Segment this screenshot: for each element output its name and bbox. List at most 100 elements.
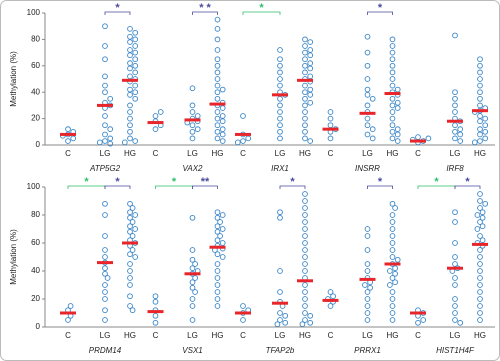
data-point <box>132 43 139 49</box>
data-point <box>452 95 458 102</box>
data-point <box>364 289 371 295</box>
data-point <box>214 109 221 115</box>
data-point <box>127 303 133 309</box>
data-point <box>214 115 221 122</box>
data-point <box>65 138 71 144</box>
y-axis-label: Methylation (%) <box>9 51 18 107</box>
data-point <box>189 303 196 309</box>
data-point <box>364 102 371 109</box>
data-point <box>277 128 283 135</box>
data-point <box>127 47 133 53</box>
category-label: LG <box>100 331 111 340</box>
data-point <box>389 219 396 225</box>
data-point <box>102 113 108 119</box>
significance-bracket <box>279 185 306 189</box>
data-point <box>277 122 283 129</box>
data-point <box>457 126 464 133</box>
data-point <box>479 223 486 230</box>
data-point <box>477 317 483 323</box>
data-point <box>65 317 71 323</box>
data-point <box>471 139 478 146</box>
data-point <box>477 89 483 96</box>
category-label: HG <box>299 331 311 340</box>
data-point <box>452 261 458 267</box>
data-point <box>219 212 226 218</box>
data-point <box>132 49 139 56</box>
data-point <box>482 128 489 135</box>
y-tick-label: 20 <box>31 114 40 123</box>
data-point <box>192 289 198 295</box>
gene-label: PRRX1 <box>354 346 381 355</box>
data-point <box>277 310 283 316</box>
data-point <box>157 109 164 115</box>
gene-label: IRX1 <box>271 164 289 173</box>
data-point <box>477 191 483 197</box>
data-point <box>302 43 308 49</box>
data-point <box>282 312 289 319</box>
data-point <box>364 86 371 93</box>
data-point <box>277 102 283 109</box>
data-point <box>307 52 314 59</box>
category-label: C <box>328 331 334 340</box>
data-point <box>214 209 221 216</box>
data-point <box>364 268 371 274</box>
data-point <box>277 69 283 76</box>
data-point <box>302 268 308 274</box>
data-point <box>327 109 334 115</box>
data-point <box>302 205 308 211</box>
data-point <box>394 99 401 106</box>
data-point <box>214 95 221 102</box>
data-point <box>132 29 139 36</box>
data-point <box>452 240 458 246</box>
data-point <box>194 113 201 119</box>
data-point <box>189 247 196 253</box>
y-tick-label: 80 <box>31 210 40 219</box>
data-point <box>107 126 114 133</box>
data-point <box>415 134 421 140</box>
data-point <box>129 205 136 211</box>
data-point <box>474 226 481 232</box>
significance-star: * <box>378 2 383 14</box>
data-point <box>214 289 221 295</box>
data-point <box>389 122 396 129</box>
data-point <box>107 95 114 102</box>
category-label: HG <box>387 331 399 340</box>
data-point <box>107 135 114 142</box>
data-point <box>102 212 108 218</box>
data-point <box>477 219 483 225</box>
data-point <box>102 73 108 80</box>
data-point <box>152 113 159 119</box>
category-label: C <box>153 331 159 340</box>
data-point <box>477 296 483 302</box>
category-label: LG <box>275 331 286 340</box>
data-point <box>477 310 483 316</box>
category-label: C <box>328 149 334 158</box>
data-point <box>214 296 221 302</box>
data-point <box>302 69 308 76</box>
data-point <box>327 135 334 142</box>
data-point <box>127 282 133 288</box>
data-point <box>302 212 308 218</box>
data-point <box>129 233 136 239</box>
data-point <box>127 122 133 129</box>
data-point <box>152 312 159 319</box>
data-point <box>214 268 221 274</box>
data-point <box>219 226 226 232</box>
data-point <box>102 317 108 323</box>
data-point <box>369 126 376 133</box>
category-label: C <box>415 331 421 340</box>
data-point <box>132 254 139 260</box>
data-point <box>127 214 133 221</box>
data-point <box>214 228 221 235</box>
category-label: LG <box>100 149 111 158</box>
data-point <box>452 109 458 115</box>
data-point <box>479 214 486 221</box>
data-point <box>214 89 221 96</box>
data-point <box>364 62 371 69</box>
data-point <box>302 226 308 232</box>
category-label: HG <box>124 149 136 158</box>
data-point <box>277 135 283 142</box>
data-point <box>214 36 221 43</box>
data-point <box>477 282 483 288</box>
data-point <box>389 289 396 295</box>
